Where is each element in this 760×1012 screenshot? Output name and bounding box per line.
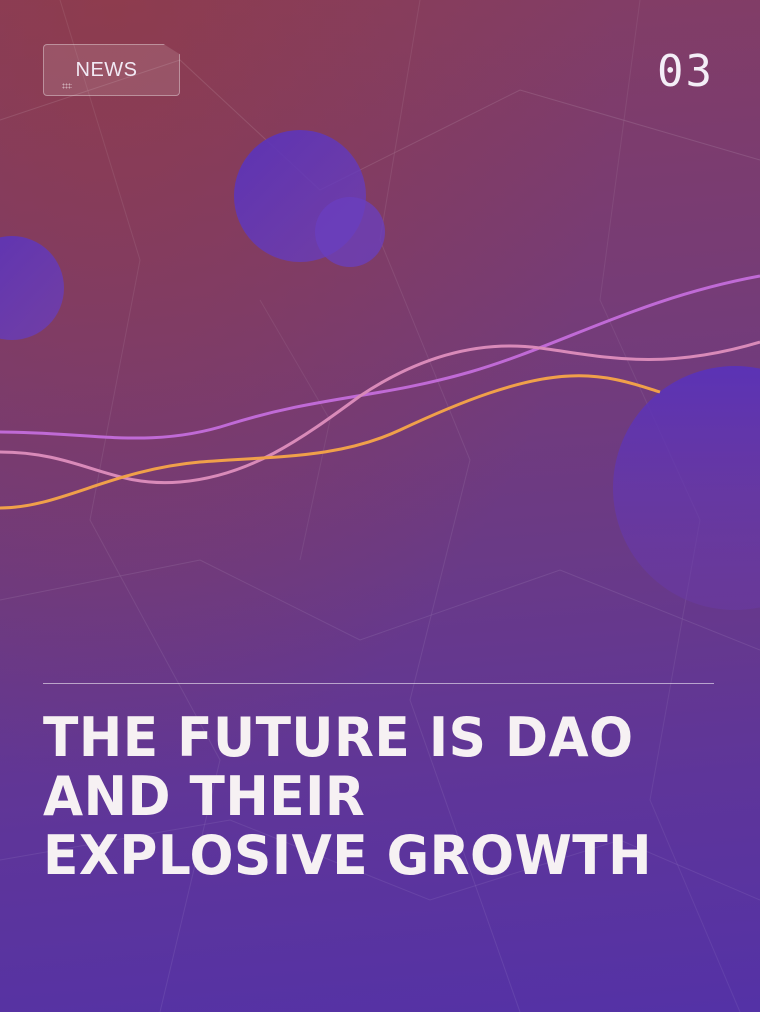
circle-right-large	[613, 366, 760, 610]
headline-line-3: EXPLOSIVE GROWTH	[43, 824, 652, 887]
headline-line-2: AND THEIR	[43, 765, 366, 828]
divider-line	[43, 683, 714, 684]
news-badge-label: NEWS	[75, 58, 138, 81]
badge-dots-decoration	[62, 83, 72, 89]
headline-line-1: THE FUTURE IS DAO	[43, 706, 634, 769]
wave-line-orange	[0, 374, 661, 510]
page-number: 03	[657, 46, 714, 97]
news-badge: NEWS	[43, 44, 180, 96]
headline: THE FUTURE IS DAO AND THEIR EXPLOSIVE GR…	[43, 708, 696, 885]
circle-left-edge	[0, 236, 64, 340]
circle-small-overlap	[315, 197, 385, 267]
